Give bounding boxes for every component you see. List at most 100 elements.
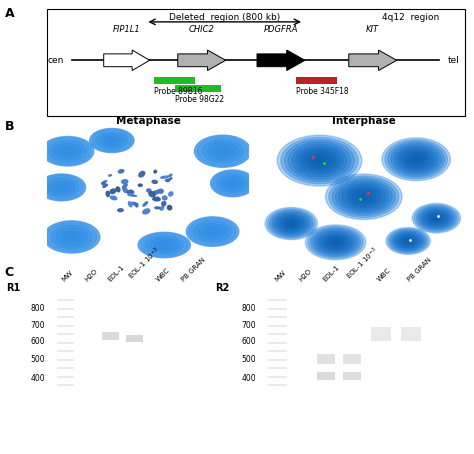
Ellipse shape bbox=[106, 191, 109, 197]
Ellipse shape bbox=[401, 237, 415, 245]
Ellipse shape bbox=[388, 142, 445, 177]
Ellipse shape bbox=[198, 223, 227, 240]
Title: Metaphase: Metaphase bbox=[116, 116, 181, 126]
Ellipse shape bbox=[224, 178, 241, 188]
Ellipse shape bbox=[414, 158, 418, 160]
Ellipse shape bbox=[156, 197, 159, 200]
Ellipse shape bbox=[281, 138, 358, 184]
Ellipse shape bbox=[138, 184, 142, 187]
Text: PB GRAN: PB GRAN bbox=[181, 256, 207, 282]
Text: 800: 800 bbox=[31, 304, 45, 313]
Ellipse shape bbox=[109, 175, 111, 176]
Ellipse shape bbox=[143, 209, 150, 214]
Ellipse shape bbox=[139, 172, 145, 177]
Bar bbox=[343, 354, 361, 364]
Bar bbox=[102, 332, 119, 340]
Ellipse shape bbox=[385, 140, 447, 179]
Ellipse shape bbox=[152, 180, 157, 183]
Ellipse shape bbox=[155, 190, 159, 194]
Ellipse shape bbox=[386, 227, 430, 254]
Ellipse shape bbox=[310, 228, 361, 257]
Ellipse shape bbox=[329, 238, 342, 246]
Ellipse shape bbox=[319, 232, 353, 252]
Ellipse shape bbox=[314, 157, 325, 164]
Ellipse shape bbox=[108, 138, 116, 143]
Ellipse shape bbox=[290, 223, 292, 224]
Ellipse shape bbox=[400, 149, 433, 170]
Ellipse shape bbox=[100, 134, 124, 147]
Ellipse shape bbox=[414, 205, 458, 232]
Ellipse shape bbox=[141, 233, 188, 257]
Ellipse shape bbox=[346, 186, 382, 208]
Text: EOL-1 10$^{-3}$: EOL-1 10$^{-3}$ bbox=[344, 246, 381, 282]
Ellipse shape bbox=[435, 217, 438, 219]
Ellipse shape bbox=[419, 207, 454, 229]
Ellipse shape bbox=[158, 189, 163, 193]
Ellipse shape bbox=[272, 212, 310, 236]
Text: FIP1L1: FIP1L1 bbox=[113, 25, 140, 34]
Text: Probe 98G22: Probe 98G22 bbox=[174, 95, 224, 104]
Text: PB GRAN: PB GRAN bbox=[407, 256, 433, 282]
Text: MW: MW bbox=[61, 269, 74, 282]
Ellipse shape bbox=[128, 202, 132, 207]
Ellipse shape bbox=[393, 232, 423, 250]
Text: C: C bbox=[5, 266, 14, 279]
Text: PDGFRA: PDGFRA bbox=[264, 25, 298, 34]
Ellipse shape bbox=[420, 208, 452, 228]
Text: H2O: H2O bbox=[298, 267, 312, 282]
Ellipse shape bbox=[169, 178, 172, 180]
Ellipse shape bbox=[169, 192, 173, 196]
Ellipse shape bbox=[329, 176, 399, 217]
Ellipse shape bbox=[303, 151, 336, 171]
Ellipse shape bbox=[189, 218, 236, 245]
Bar bbox=[174, 85, 220, 92]
Bar bbox=[296, 77, 337, 84]
Ellipse shape bbox=[37, 174, 86, 201]
Ellipse shape bbox=[277, 135, 362, 186]
Text: WBC: WBC bbox=[376, 266, 392, 282]
Ellipse shape bbox=[122, 180, 128, 183]
Ellipse shape bbox=[103, 136, 120, 145]
Ellipse shape bbox=[149, 192, 155, 197]
Ellipse shape bbox=[203, 226, 222, 237]
Ellipse shape bbox=[118, 170, 124, 173]
Ellipse shape bbox=[210, 170, 255, 197]
Ellipse shape bbox=[406, 153, 427, 166]
Text: R1: R1 bbox=[6, 283, 21, 293]
Ellipse shape bbox=[96, 132, 128, 149]
Ellipse shape bbox=[267, 209, 315, 238]
Ellipse shape bbox=[193, 221, 232, 242]
Ellipse shape bbox=[388, 229, 428, 253]
Text: 400: 400 bbox=[30, 374, 45, 383]
Text: KIT: KIT bbox=[366, 25, 379, 34]
Ellipse shape bbox=[409, 154, 424, 164]
FancyArrow shape bbox=[178, 50, 226, 70]
Ellipse shape bbox=[349, 188, 379, 206]
Bar bbox=[371, 327, 391, 341]
Ellipse shape bbox=[394, 145, 438, 173]
FancyArrow shape bbox=[349, 50, 397, 70]
Ellipse shape bbox=[306, 153, 333, 168]
Ellipse shape bbox=[400, 236, 417, 246]
Text: cen: cen bbox=[48, 56, 64, 65]
Ellipse shape bbox=[416, 206, 456, 230]
Text: EOL-1 10$^{-3}$: EOL-1 10$^{-3}$ bbox=[127, 246, 163, 282]
Ellipse shape bbox=[40, 175, 83, 199]
Text: 500: 500 bbox=[30, 355, 45, 364]
Ellipse shape bbox=[92, 130, 132, 151]
Ellipse shape bbox=[58, 146, 77, 157]
Ellipse shape bbox=[212, 145, 233, 157]
Text: A: A bbox=[5, 7, 14, 20]
Ellipse shape bbox=[66, 234, 77, 240]
Ellipse shape bbox=[155, 240, 174, 250]
Ellipse shape bbox=[48, 180, 75, 195]
Ellipse shape bbox=[220, 176, 245, 191]
Ellipse shape bbox=[163, 196, 167, 200]
Ellipse shape bbox=[44, 221, 100, 253]
Text: EOL-1: EOL-1 bbox=[322, 264, 341, 282]
Ellipse shape bbox=[41, 137, 94, 166]
Ellipse shape bbox=[56, 228, 87, 246]
Ellipse shape bbox=[48, 141, 87, 162]
Ellipse shape bbox=[308, 227, 363, 258]
Text: 400: 400 bbox=[241, 374, 256, 383]
